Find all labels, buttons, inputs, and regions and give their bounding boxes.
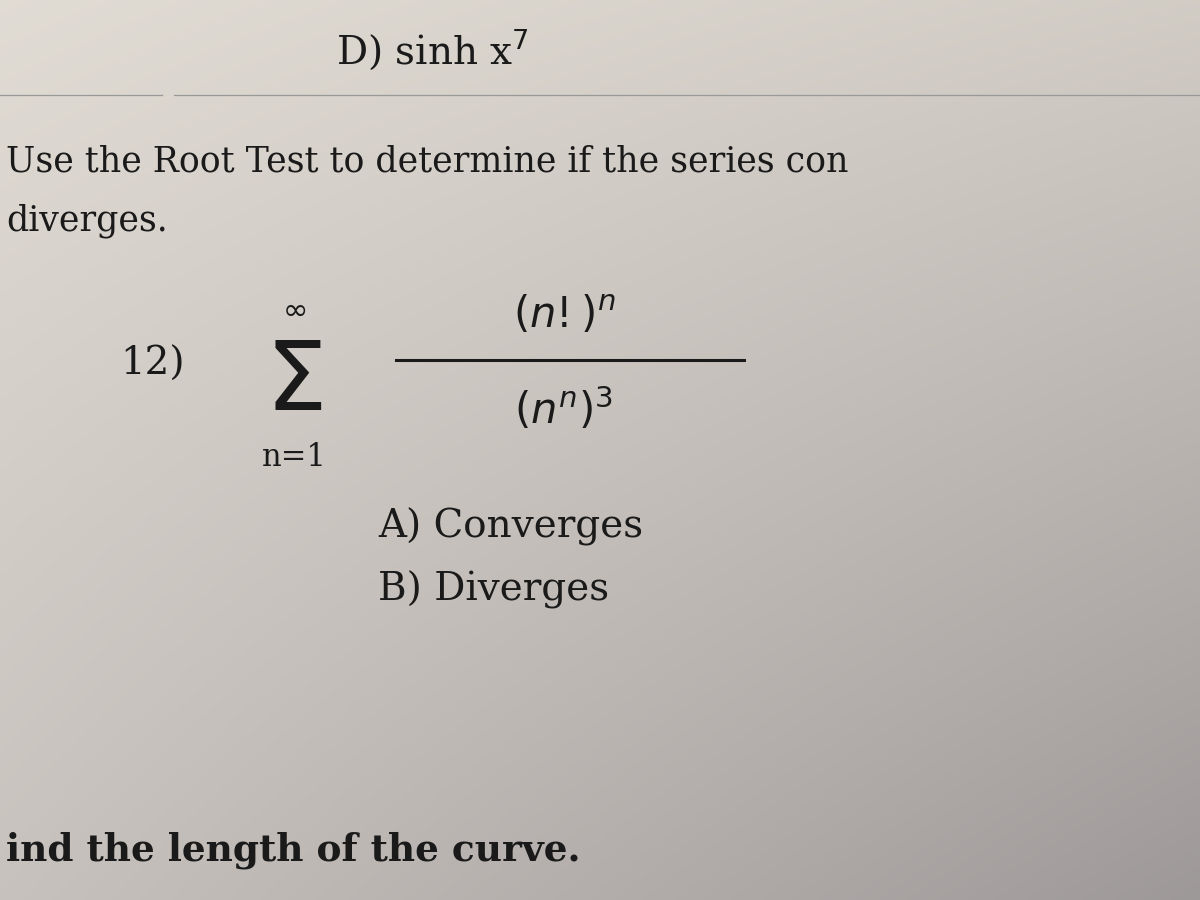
- Text: ind the length of the curve.: ind the length of the curve.: [6, 832, 581, 869]
- Text: D) sinh x$^{7}$: D) sinh x$^{7}$: [336, 27, 529, 72]
- Text: $\Sigma$: $\Sigma$: [265, 336, 323, 429]
- Text: Use the Root Test to determine if the series con: Use the Root Test to determine if the se…: [6, 145, 848, 179]
- Text: diverges.: diverges.: [6, 203, 168, 238]
- Text: $(n^n)^3$: $(n^n)^3$: [515, 386, 613, 433]
- Text: $(n!)^n$: $(n!)^n$: [512, 294, 616, 336]
- Text: A) Converges: A) Converges: [378, 508, 643, 545]
- Text: B) Diverges: B) Diverges: [378, 571, 610, 608]
- Text: 12): 12): [120, 346, 185, 383]
- Text: $\infty$: $\infty$: [282, 295, 306, 326]
- Text: n=1: n=1: [262, 442, 326, 472]
